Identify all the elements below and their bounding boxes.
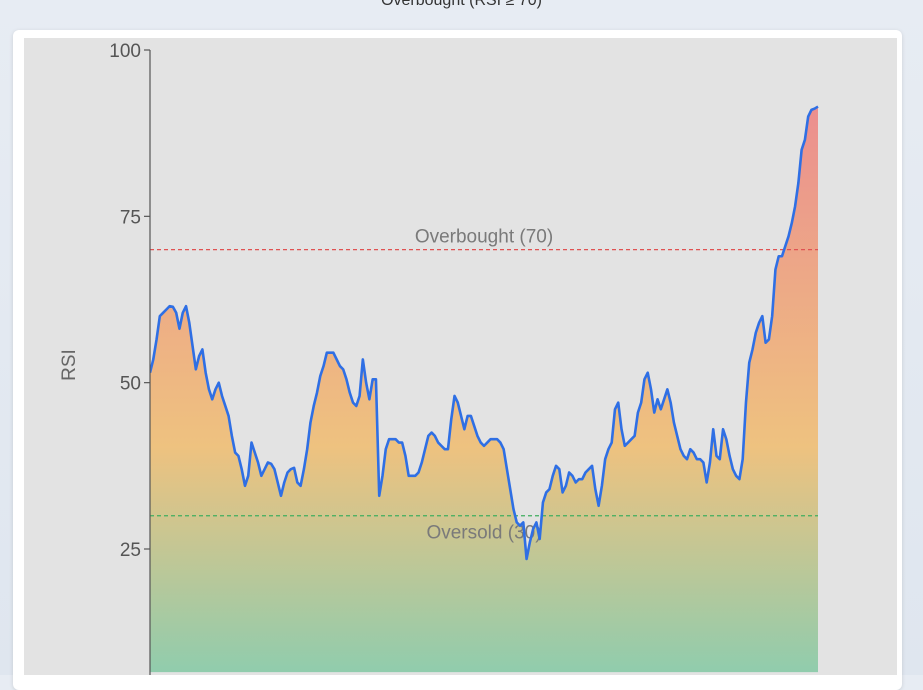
y-tick-label-100: 100 bbox=[109, 41, 141, 62]
rsi-chart: Overbought (70) Oversold (30) 25 50 75 100 R… bbox=[24, 38, 897, 675]
y-tick-label-50: 50 bbox=[120, 374, 141, 395]
rsi-line bbox=[150, 105, 819, 561]
y-tick-label-75: 75 bbox=[120, 207, 141, 228]
top-caption: Overbought (RSI ≥ 70) bbox=[381, 0, 542, 9]
y-tick-label-25: 25 bbox=[120, 540, 141, 561]
reference-label-1: Oversold (30) bbox=[426, 523, 541, 544]
y-axis-title: RSI bbox=[59, 349, 80, 381]
reference-label-0: Overbought (70) bbox=[415, 227, 553, 248]
rsi-area-fill bbox=[150, 106, 818, 673]
